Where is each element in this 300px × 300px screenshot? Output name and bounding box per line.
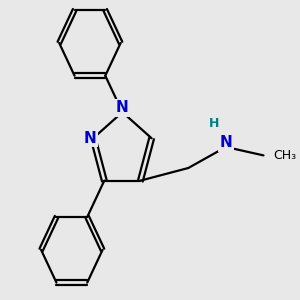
Text: N: N	[83, 131, 96, 146]
Text: H: H	[209, 117, 219, 130]
Text: N: N	[116, 100, 129, 116]
Text: CH₃: CH₃	[274, 149, 297, 162]
Text: N: N	[220, 135, 232, 150]
